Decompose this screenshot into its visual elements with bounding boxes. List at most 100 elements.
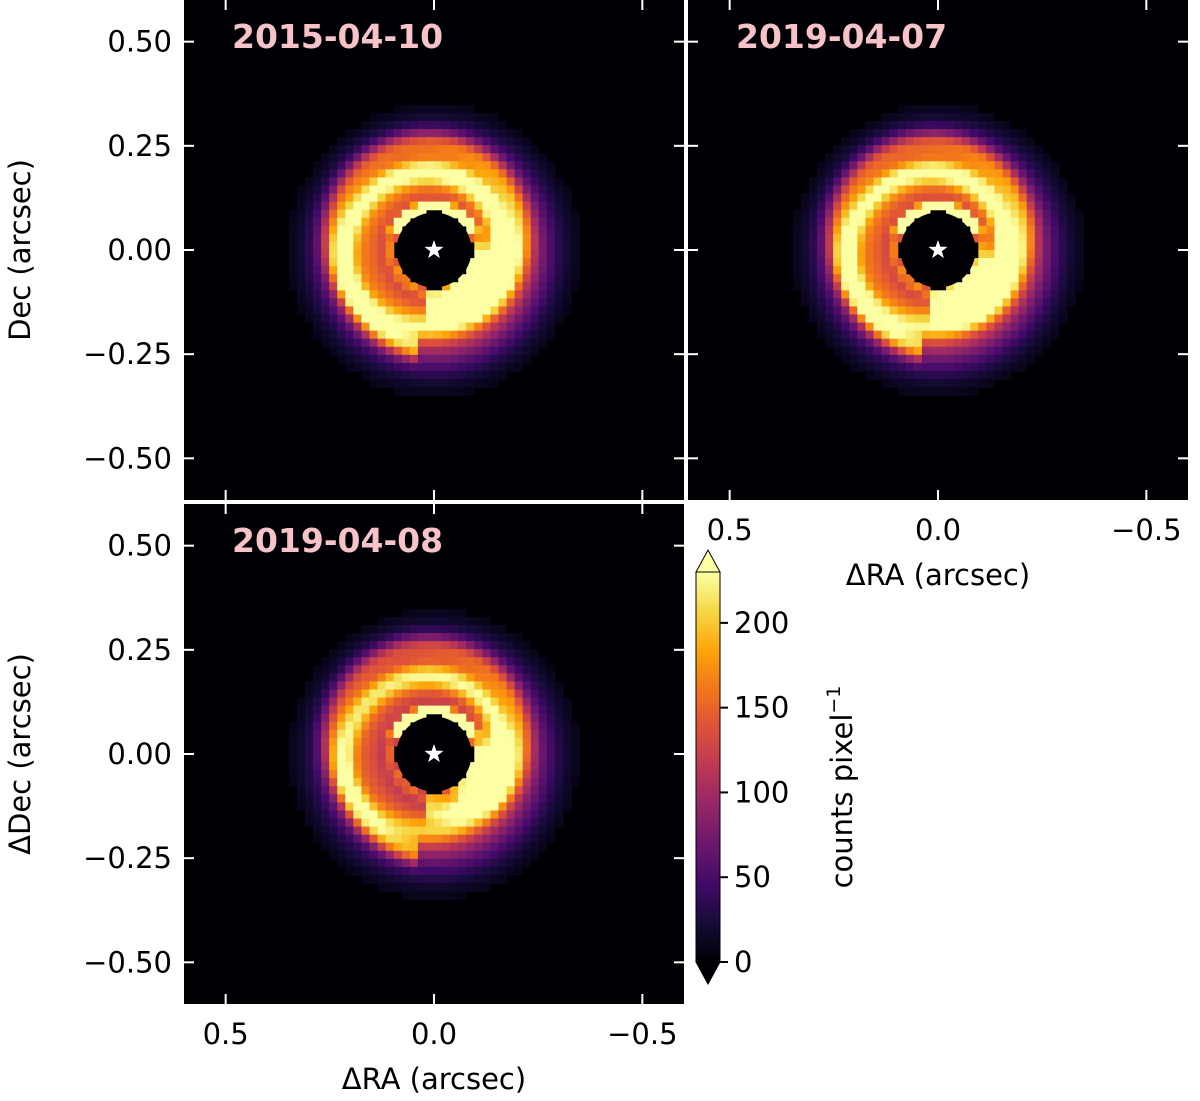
heatmap-cell [1042, 290, 1052, 299]
heatmap-cell [385, 810, 395, 820]
heatmap-cell [482, 818, 492, 828]
heatmap-cell [889, 282, 899, 291]
heatmap-cell [929, 201, 939, 211]
heatmap-cell [458, 346, 467, 356]
heatmap-cell [1034, 346, 1044, 356]
heatmap-cell [409, 834, 419, 844]
heatmap-cell [873, 169, 883, 179]
heatmap-cell [938, 338, 947, 348]
heatmap-cell [554, 737, 564, 747]
heatmap-cell [970, 322, 979, 332]
heatmap-cell [514, 185, 524, 195]
heatmap-cell [490, 306, 500, 316]
heatmap-cell [393, 258, 403, 267]
heatmap-cell [401, 282, 411, 291]
heatmap-cell [490, 354, 500, 364]
heatmap-cell [1050, 233, 1060, 243]
heatmap-cell [970, 104, 979, 114]
heatmap-cell [538, 770, 548, 779]
heatmap-cell [954, 282, 963, 291]
heatmap-cell [986, 201, 996, 211]
heatmap-cell [482, 721, 492, 731]
heatmap-cell [538, 826, 548, 836]
heatmap-cell [571, 266, 580, 275]
heatmap-cell [450, 673, 459, 683]
heatmap-cell [313, 314, 322, 324]
heatmap-cell [466, 794, 475, 803]
heatmap-cell [881, 258, 891, 267]
heatmap-cell [538, 657, 548, 666]
heatmap-cell [353, 225, 363, 235]
heatmap-cell [506, 354, 516, 364]
heatmap-cell [994, 298, 1004, 308]
heatmap-cell [490, 298, 500, 308]
heatmap-cell [905, 145, 915, 154]
heatmap-cell [881, 250, 891, 259]
heatmap-cell [1042, 225, 1052, 235]
heatmap-cell [474, 177, 483, 187]
heatmap-cell [1010, 274, 1020, 283]
y-tick-label: −0.50 [83, 945, 172, 979]
heatmap-cell [530, 778, 540, 787]
heatmap-cell [466, 153, 475, 162]
heatmap-cell [409, 794, 419, 803]
heatmap-cell [361, 705, 371, 715]
heatmap-cell [506, 153, 516, 162]
heatmap-cell [329, 346, 338, 356]
heatmap-cell [434, 387, 443, 396]
heatmap-cell [450, 810, 459, 820]
heatmap-cell [345, 633, 354, 642]
heatmap-cell [329, 322, 338, 332]
heatmap-cell [970, 379, 979, 388]
heatmap-cell [921, 362, 931, 372]
heatmap-cell [425, 810, 435, 820]
heatmap-cell [369, 729, 379, 739]
heatmap-cell [563, 241, 572, 251]
heatmap-cell [1050, 193, 1060, 203]
heatmap-cell [442, 379, 451, 388]
heatmap-cell [377, 641, 387, 650]
heatmap-cell [522, 697, 532, 707]
heatmap-cell [401, 705, 411, 715]
heatmap-cell [530, 161, 540, 170]
heatmap-cell [313, 834, 322, 844]
heatmap-cell [506, 233, 516, 243]
heatmap-cell [474, 112, 483, 122]
heatmap-cell [337, 729, 346, 739]
heatmap-cell [361, 290, 371, 299]
heatmap-cell [514, 354, 524, 364]
heatmap-cell [369, 745, 379, 755]
heatmap-cell [522, 161, 532, 170]
heatmap-cell [905, 298, 915, 308]
heatmap-cell [401, 193, 411, 203]
heatmap-cell [466, 314, 475, 324]
heatmap-cell [498, 673, 508, 683]
heatmap-cell [954, 145, 963, 154]
heatmap-cell [385, 826, 395, 836]
heatmap-cell [345, 354, 354, 364]
heatmap-cell [353, 282, 363, 291]
heatmap-cell [458, 217, 467, 227]
heatmap-cell [913, 185, 923, 195]
heatmap-cell [490, 649, 500, 658]
heatmap-cell [377, 217, 387, 227]
heatmap-cell [897, 330, 907, 340]
heatmap-cell [873, 201, 883, 211]
heatmap-cell [1058, 217, 1068, 227]
heatmap-cell [288, 745, 298, 755]
heatmap-cell [313, 250, 322, 259]
heatmap-cell [450, 786, 459, 795]
heatmap-cell [401, 665, 411, 674]
heatmap-cell [490, 129, 500, 138]
x-tick-label: 0.0 [411, 1017, 457, 1051]
heatmap-cell [970, 338, 979, 348]
heatmap-cell [474, 778, 483, 787]
heatmap-cell [458, 338, 467, 348]
heatmap-cell [321, 338, 330, 348]
heatmap-cell [401, 697, 411, 707]
heatmap-cell [514, 290, 524, 299]
heatmap-cell [450, 705, 459, 715]
heatmap-cell [304, 729, 314, 739]
heatmap-cell [506, 834, 516, 844]
heatmap-cell [385, 314, 395, 324]
